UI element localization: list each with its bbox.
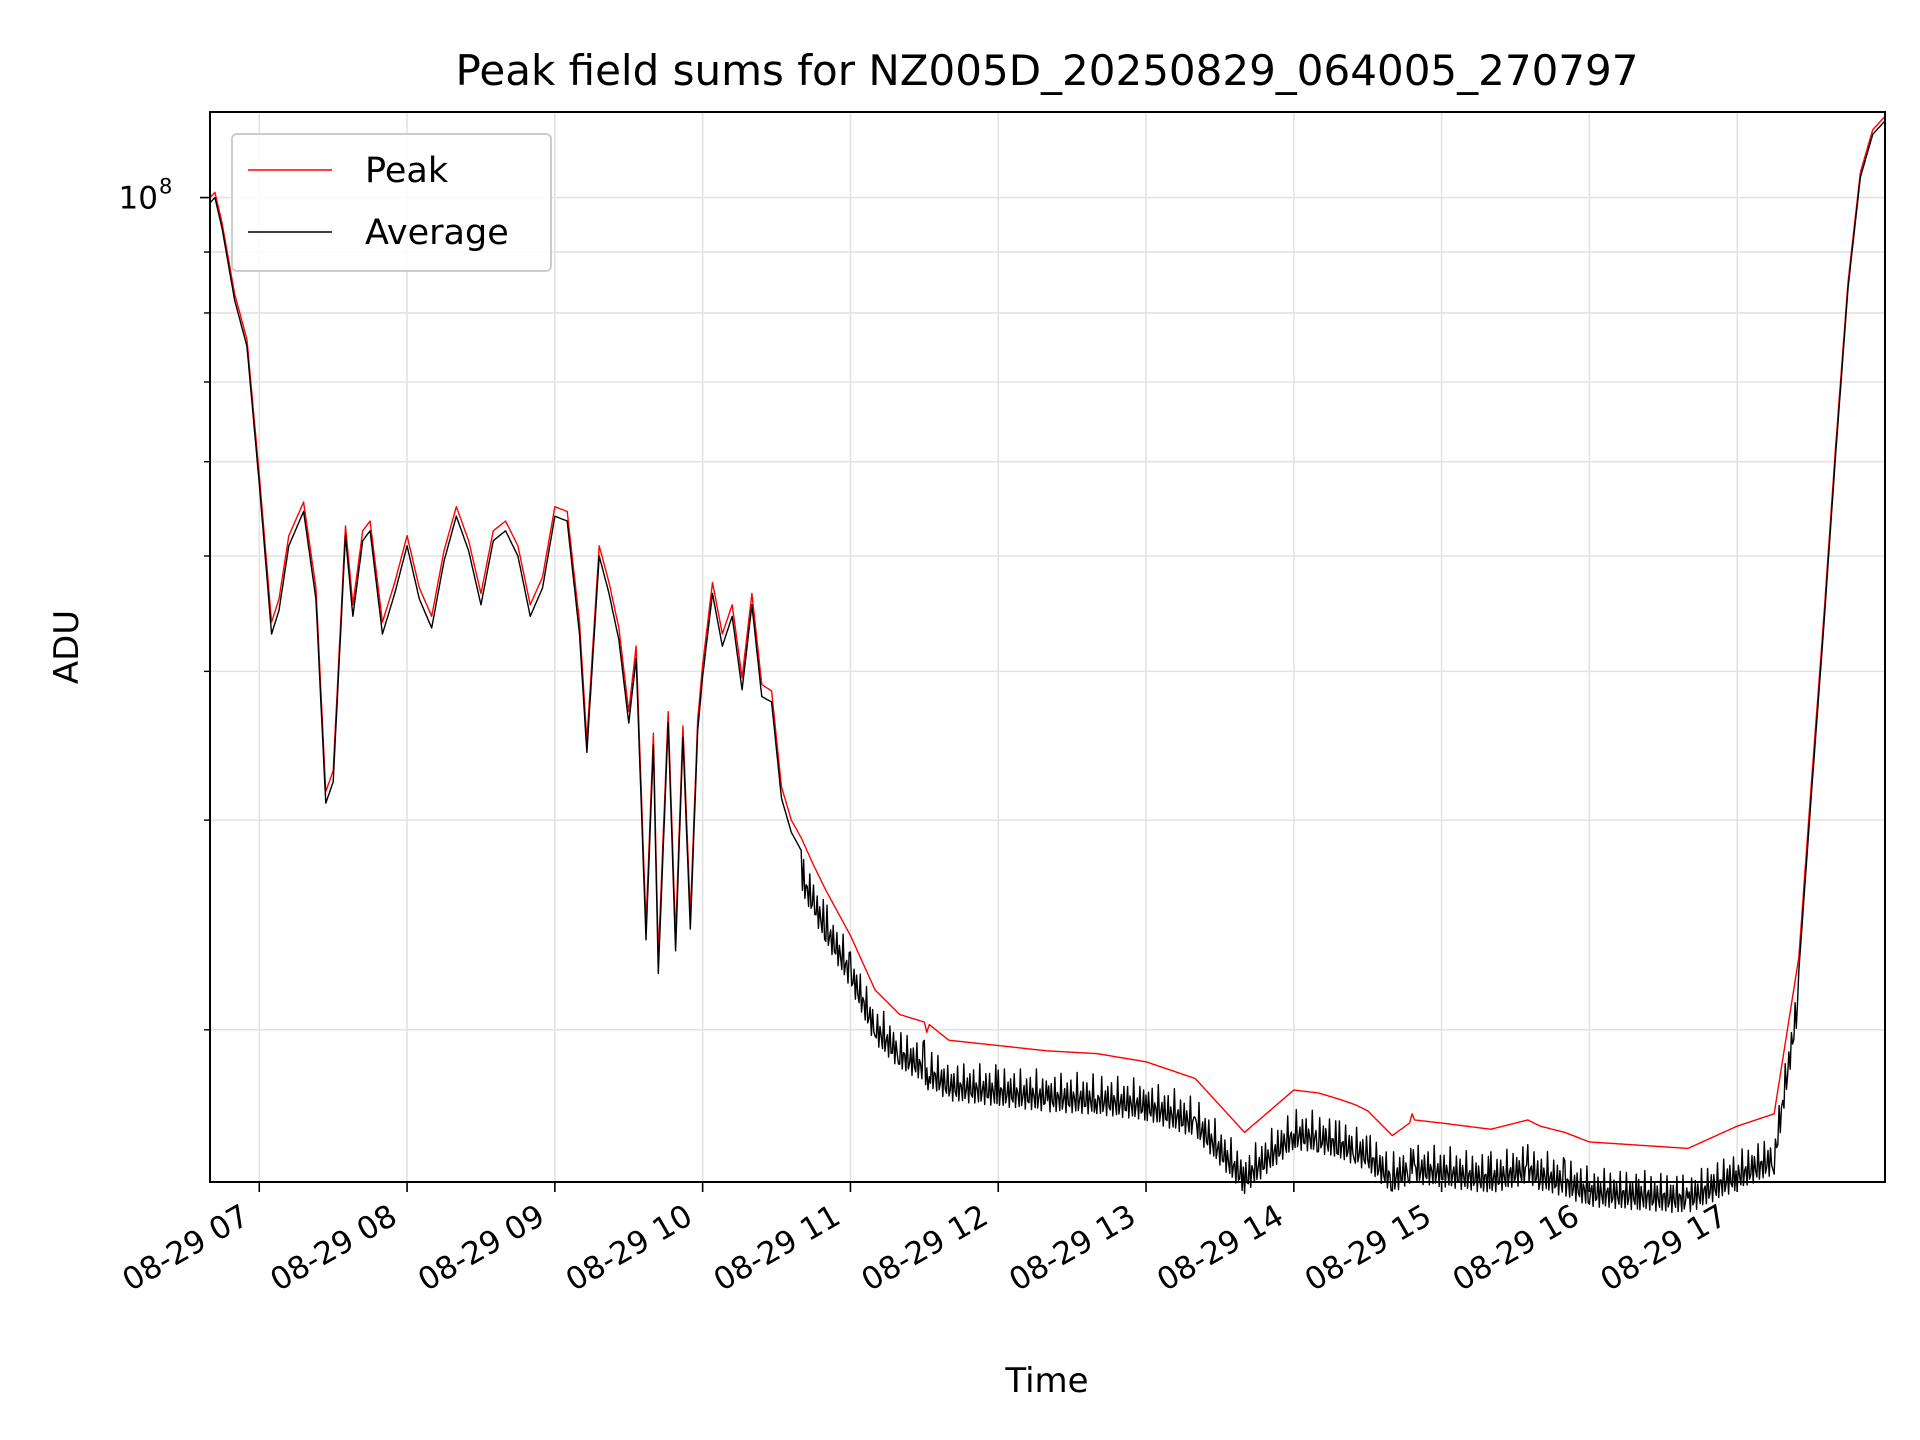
plot-frame	[209, 111, 1886, 1183]
legend-box	[231, 133, 552, 272]
grid	[210, 112, 1885, 1182]
legend-peak-label: Peak	[365, 151, 449, 191]
y-axis-label: ADU	[47, 610, 87, 684]
legend-average-label: Average	[365, 213, 509, 253]
series-line-average	[209, 120, 1886, 1214]
y-tick-label-exponent: 8	[159, 175, 172, 199]
x-axis-label: Time	[1004, 1361, 1088, 1401]
chart-title: Peak field sums for NZ005D_20250829_0640…	[456, 46, 1639, 95]
series-line-peak	[209, 115, 1886, 1150]
y-tick-label: 10	[119, 181, 158, 217]
series-group	[209, 115, 1886, 1214]
legend: Peak Average	[231, 133, 552, 272]
